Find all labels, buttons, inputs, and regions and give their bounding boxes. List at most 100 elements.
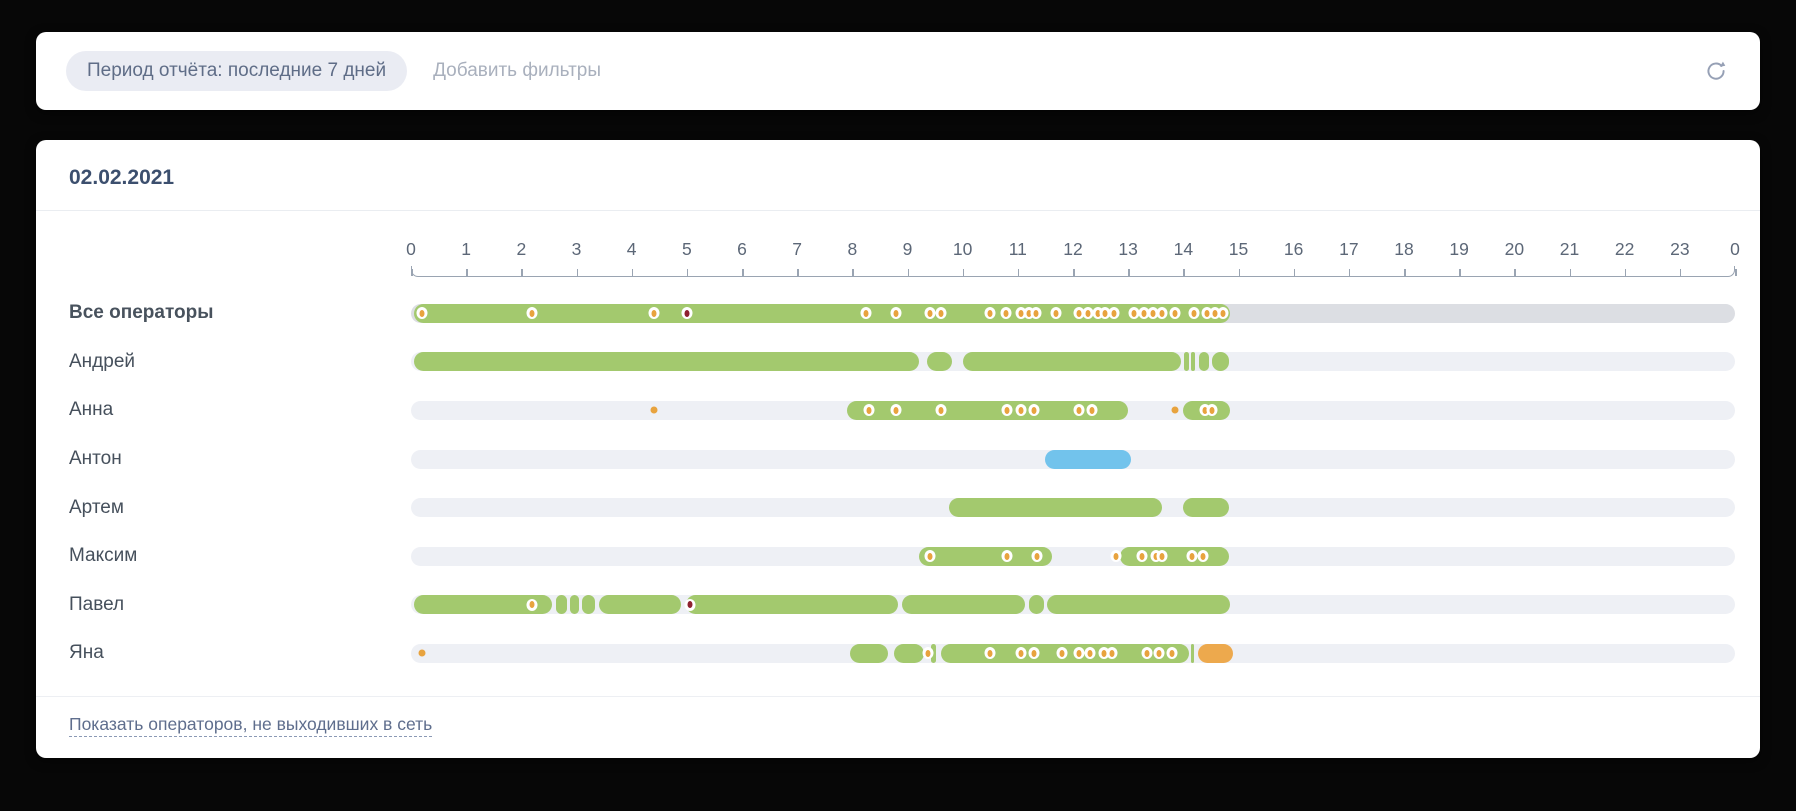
call-marker[interactable] [1056,647,1068,660]
operator-row: Яна [69,629,1735,678]
call-marker[interactable] [1209,307,1221,320]
activity-segment-online[interactable] [598,595,682,615]
axis-tick-label: 23 [1670,239,1690,259]
call-marker[interactable] [648,307,660,320]
call-marker[interactable] [1028,404,1040,417]
call-marker[interactable] [1098,647,1110,660]
call-marker[interactable] [526,307,538,320]
call-marker[interactable] [1141,647,1153,660]
call-marker[interactable] [1201,307,1212,320]
call-marker[interactable] [1092,307,1104,320]
activity-segment-online[interactable] [1184,352,1189,372]
call-marker[interactable] [416,307,428,320]
call-marker[interactable] [1050,307,1062,320]
event-dot-marker[interactable] [650,406,658,414]
activity-segment-online[interactable] [1191,352,1196,372]
call-marker[interactable] [1138,307,1150,320]
call-marker[interactable] [526,598,538,611]
call-marker[interactable] [1073,647,1085,660]
filter-bar: Период отчёта: последние 7 дней Добавить… [36,32,1760,110]
call-marker[interactable] [1153,647,1164,660]
call-marker[interactable] [1001,404,1013,417]
call-marker[interactable] [1015,647,1027,660]
activity-segment-busy[interactable] [1045,449,1131,469]
event-dot-marker[interactable] [418,649,426,657]
call-marker[interactable] [1110,550,1122,563]
call-marker[interactable] [1156,550,1168,563]
activity-segment-online[interactable] [1183,498,1229,518]
event-dot-marker[interactable] [1171,406,1179,414]
call-marker[interactable] [1099,307,1111,320]
call-marker[interactable] [924,307,936,320]
call-marker[interactable] [1031,550,1043,563]
call-marker[interactable] [890,404,902,417]
call-marker[interactable] [1084,647,1096,660]
call-marker[interactable] [984,647,996,660]
activity-segment-online[interactable] [685,595,898,615]
call-marker[interactable] [1136,550,1148,563]
call-marker[interactable] [1030,307,1042,320]
activity-segment-online[interactable] [948,498,1163,518]
activity-segment-online[interactable] [1028,595,1044,615]
call-marker[interactable] [1086,404,1098,417]
call-marker[interactable] [1082,307,1094,320]
call-marker[interactable] [1028,647,1040,660]
call-marker[interactable] [1169,307,1181,320]
call-marker[interactable] [1023,307,1035,320]
activity-segment-online[interactable] [570,595,579,615]
call-marker[interactable] [890,307,902,320]
call-marker[interactable] [1001,550,1013,563]
call-marker[interactable] [860,307,872,320]
call-marker[interactable] [1147,307,1159,320]
refresh-button[interactable] [1702,57,1730,85]
call-marker[interactable] [1108,307,1120,320]
missed-call-marker[interactable] [684,598,696,611]
activity-segment-online[interactable] [1191,643,1195,663]
call-marker[interactable] [1166,647,1178,660]
activity-segment-online[interactable] [901,595,1025,615]
call-marker[interactable] [935,307,947,320]
call-marker[interactable] [1206,404,1218,417]
call-marker[interactable] [1217,307,1229,320]
call-marker[interactable] [1188,307,1200,320]
call-marker[interactable] [1197,550,1209,563]
activity-segment-online[interactable] [926,352,952,372]
activity-segment-online[interactable] [893,643,925,663]
divider [36,210,1760,211]
call-marker[interactable] [1073,404,1085,417]
call-marker[interactable] [1015,404,1027,417]
report-period-chip[interactable]: Период отчёта: последние 7 дней [66,51,408,91]
call-marker[interactable] [1106,647,1118,660]
activity-segment-online[interactable] [582,595,595,615]
call-marker[interactable] [1199,404,1211,417]
call-marker[interactable] [922,647,934,660]
operator-name-label: Все операторы [69,302,214,324]
activity-segment-online[interactable] [1198,352,1209,372]
call-marker[interactable] [935,404,947,417]
call-marker[interactable] [924,550,936,563]
call-marker[interactable] [1150,550,1162,563]
activity-segment-online[interactable] [413,352,919,372]
activity-segment-online[interactable] [962,352,1181,372]
activity-segment-online[interactable] [918,546,1053,566]
activity-segment-online[interactable] [849,643,889,663]
call-marker[interactable] [863,404,875,417]
missed-call-marker[interactable] [681,307,693,320]
show-offline-operators-link[interactable]: Показать операторов, не выходивших в сет… [69,714,433,737]
call-marker[interactable] [1000,307,1012,320]
activity-segment-online[interactable] [1212,352,1229,372]
axis-tick [1735,269,1737,276]
activity-segment-online[interactable] [413,595,552,615]
call-marker[interactable] [1073,307,1085,320]
call-marker[interactable] [984,307,996,320]
activity-segment-online[interactable] [1047,595,1231,615]
call-marker[interactable] [1015,307,1027,320]
activity-segment-online[interactable] [846,400,1129,420]
add-filters-input[interactable]: Добавить фильтры [433,60,602,81]
call-marker[interactable] [1186,550,1198,563]
call-marker[interactable] [1128,307,1140,320]
call-marker[interactable] [1156,307,1168,320]
axis-tick-label: 7 [792,239,803,259]
activity-segment-online[interactable] [556,595,568,615]
activity-segment-away[interactable] [1198,643,1233,663]
